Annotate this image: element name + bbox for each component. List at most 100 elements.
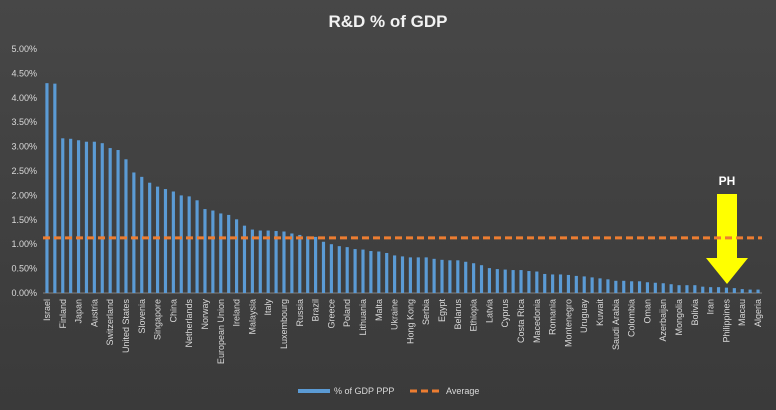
bar [92, 141, 96, 293]
x-tick-label: China [168, 299, 178, 323]
x-tick-label: Montenegro [563, 299, 573, 347]
bar [661, 283, 665, 293]
bar [535, 271, 539, 293]
bar [353, 249, 357, 293]
y-tick-label: 3.50% [11, 117, 37, 127]
x-tick-label: Bolivia [690, 299, 700, 326]
bar [590, 277, 594, 293]
x-tick-label: Slovenia [137, 299, 147, 334]
y-tick-label: 4.00% [11, 93, 37, 103]
bar [574, 275, 578, 293]
x-tick-label: Singapore [153, 299, 163, 340]
bar [582, 276, 586, 293]
x-tick-label: Costa Rica [516, 299, 526, 343]
bar [290, 233, 294, 293]
bar [53, 83, 57, 293]
x-tick-label: Oman [642, 299, 652, 324]
bar [345, 247, 349, 293]
bar [511, 270, 515, 293]
bar [495, 269, 499, 293]
x-tick-label: Greece [326, 299, 336, 329]
y-tick-label: 2.00% [11, 190, 37, 200]
bar [400, 256, 405, 293]
x-tick-label: Ukraine [390, 299, 400, 330]
bar [598, 278, 602, 293]
x-tick-label: Norway [200, 299, 210, 330]
bar [76, 140, 81, 293]
x-tick-label: Ethiopia [469, 299, 479, 332]
bar [61, 138, 65, 293]
bar [250, 229, 254, 293]
x-tick-label: Malaysia [247, 299, 257, 335]
annotation: PH [719, 174, 736, 188]
x-tick-label: Russia [295, 299, 305, 327]
bar [606, 279, 610, 293]
bar [716, 287, 721, 293]
bar [630, 281, 634, 293]
bar [219, 213, 223, 293]
bar [84, 141, 89, 293]
x-tick-label: Hong Kong [405, 299, 415, 344]
x-tick-label: Japan [74, 299, 84, 324]
x-tick-label: Mongolia [674, 299, 684, 336]
bar [140, 176, 144, 293]
bar [329, 244, 333, 293]
bar [677, 285, 681, 293]
x-tick-label: Italy [263, 299, 273, 316]
y-tick-label: 5.00% [11, 44, 37, 54]
x-tick-label: Poland [342, 299, 352, 327]
bar [282, 231, 286, 293]
bar [266, 230, 270, 293]
bar [124, 159, 128, 293]
x-tick-label: Iran [706, 299, 716, 315]
bar [637, 281, 642, 293]
bar [685, 285, 689, 293]
bar [108, 148, 112, 293]
bar [519, 270, 523, 293]
bar [748, 289, 752, 293]
x-tick-label: Luxembourg [279, 299, 289, 349]
bar [203, 209, 207, 293]
bar [472, 263, 476, 293]
x-tick-label: Kuwait [595, 299, 605, 327]
x-tick-label: Cyprus [500, 299, 510, 328]
x-tick-label: Egypt [437, 299, 447, 323]
bar [740, 289, 744, 293]
bar [558, 274, 563, 293]
bar [195, 200, 199, 293]
bar [163, 189, 168, 293]
x-tick-label: Romania [548, 299, 558, 335]
bar [274, 231, 278, 293]
bar [306, 236, 310, 293]
bar [242, 225, 247, 293]
bar [464, 261, 468, 293]
bar [724, 287, 729, 293]
x-tick-label: Philippines [721, 299, 731, 343]
x-tick-label: Uruguay [579, 299, 589, 334]
bar [693, 285, 697, 293]
bar [321, 241, 326, 293]
x-tick-label: United States [121, 299, 131, 354]
x-tick-label: Algeria [753, 299, 763, 327]
bar [171, 191, 175, 293]
legend-swatch [298, 389, 330, 393]
x-tick-label: Austria [89, 299, 99, 327]
bar [448, 260, 452, 293]
bar [227, 214, 231, 293]
bar [622, 280, 626, 293]
bar [653, 282, 657, 293]
bar [456, 260, 460, 293]
bar [440, 259, 444, 293]
bar [298, 234, 302, 293]
y-tick-label: 0.00% [11, 288, 37, 298]
x-tick-label: Colombia [627, 299, 637, 337]
x-tick-label: Netherlands [184, 299, 194, 348]
bar [408, 257, 412, 293]
bar [337, 246, 341, 293]
bar [732, 288, 736, 293]
y-tick-label: 1.50% [11, 215, 37, 225]
bar [551, 274, 555, 293]
x-tick-label: Belarus [453, 299, 463, 330]
